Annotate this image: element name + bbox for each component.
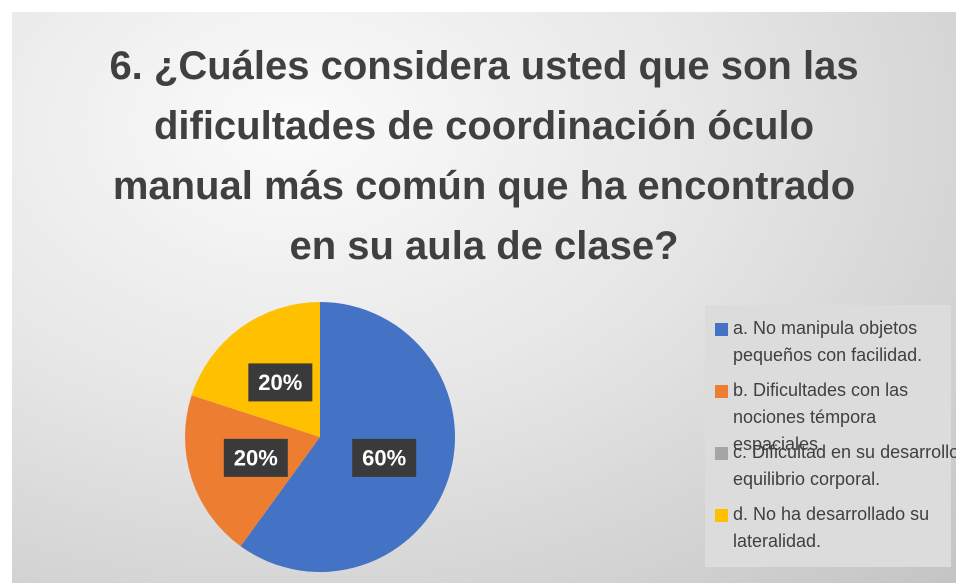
legend-item: c. Dificultad en su desarrollo equilibri…: [715, 439, 956, 493]
chart-area: 60% 20% 20% 6. ¿Cuáles considera usted que…: [12, 12, 956, 583]
data-label: 20%: [234, 445, 278, 470]
data-label-box: [223, 438, 288, 477]
data-label-box: [352, 438, 417, 477]
data-label-box: [248, 363, 313, 402]
legend-label: a. No manipula objetos pequeños con faci…: [733, 318, 923, 365]
legend-label: c. Dificultad en su desarrollo equilibri…: [733, 442, 956, 489]
legend: a. No manipula objetos pequeños con faci…: [705, 305, 956, 567]
legend-item: d. No ha desarrollado su lateralidad.: [715, 501, 956, 555]
pie-chart: 60% 20% 20%: [185, 302, 456, 572]
legend-item: b. Dificultades con las nociones témpora…: [715, 377, 956, 458]
legend-swatch: [715, 509, 728, 522]
legend-swatch: [715, 385, 728, 398]
data-label: 20%: [258, 370, 302, 395]
legend-label: d. No ha desarrollado su lateralidad.: [733, 504, 930, 551]
legend-swatch: [715, 447, 728, 460]
legend-item: a. No manipula objetos pequeños con faci…: [715, 315, 956, 369]
pie-slice: [240, 302, 456, 572]
legend-label: b. Dificultades con las nociones témpora…: [733, 380, 909, 454]
data-label: 60%: [362, 445, 406, 470]
chart-title: 6. ¿Cuáles considera usted que son las d…: [109, 44, 859, 268]
legend-swatch: [715, 323, 728, 336]
